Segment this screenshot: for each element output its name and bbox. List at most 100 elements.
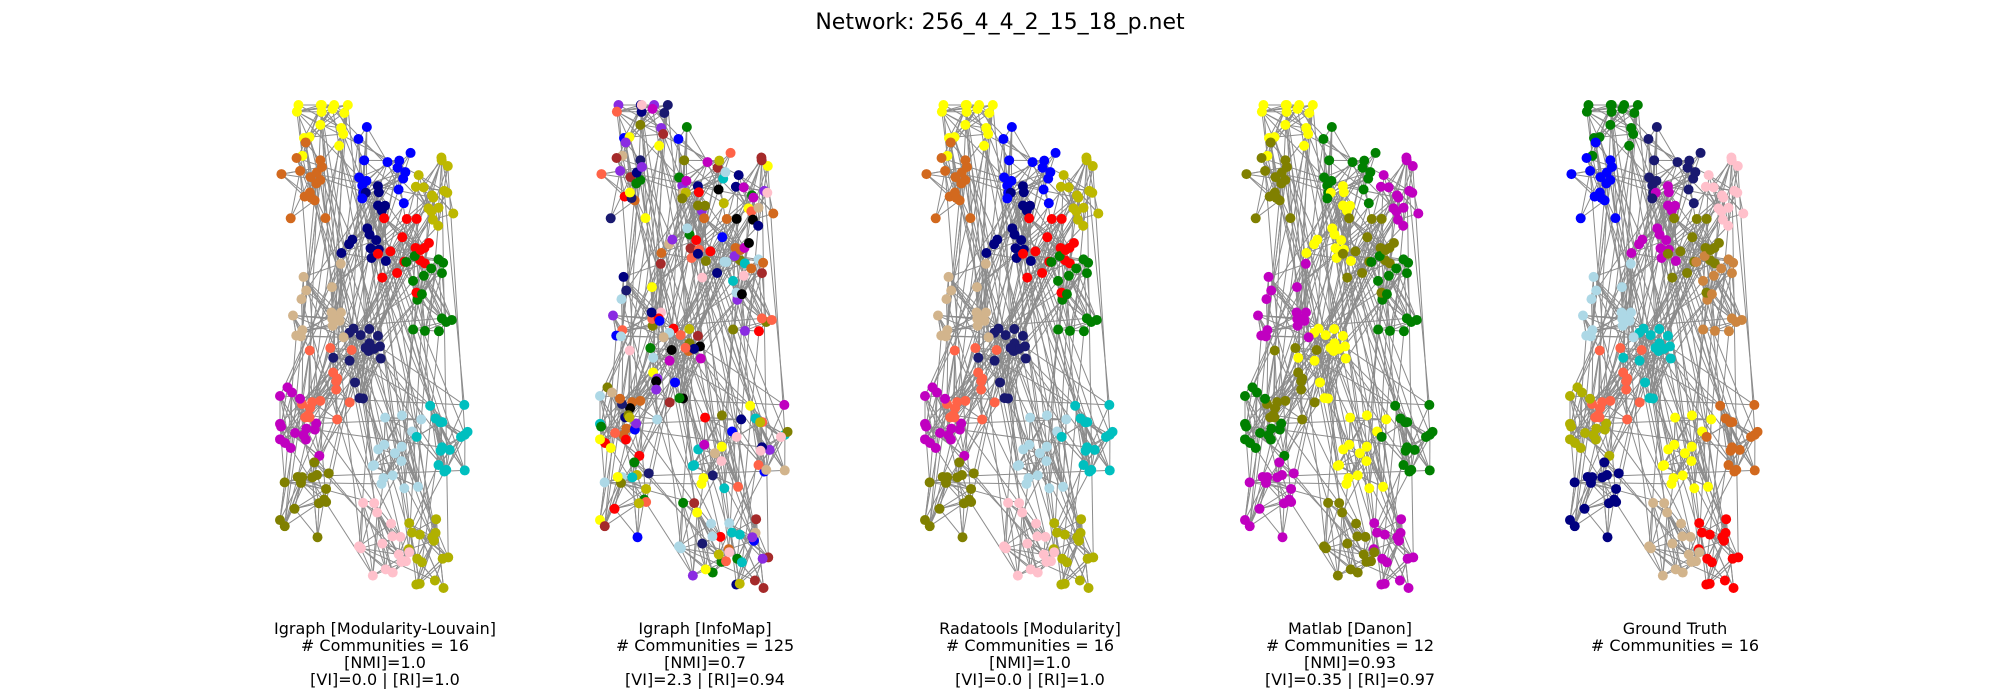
network-edge [284, 335, 297, 483]
network-node [1104, 465, 1115, 476]
network-edge [1650, 547, 1677, 570]
network-panel-4 [1565, 100, 1763, 593]
network-edge [1590, 298, 1654, 504]
network-node [431, 514, 442, 525]
network-node [353, 134, 364, 145]
network-node [401, 556, 412, 567]
network-edge [1601, 401, 1628, 420]
network-node [1007, 223, 1018, 234]
network-node [1668, 473, 1679, 484]
network-node [1603, 498, 1614, 509]
network-edge [629, 192, 757, 534]
network-node [921, 169, 932, 180]
network-node [976, 384, 987, 395]
network-edge [1607, 503, 1610, 538]
network-node [1634, 397, 1645, 408]
method-label: Igraph [InfoMap] [638, 619, 772, 638]
network-edge [447, 166, 466, 435]
network-node [1379, 529, 1390, 540]
network-edge [929, 476, 944, 527]
network-node [387, 531, 398, 542]
network-node [400, 167, 411, 178]
network-edge [1270, 290, 1297, 313]
network-node [1281, 161, 1292, 172]
network-node [748, 192, 759, 203]
network-edge [1711, 294, 1716, 331]
network-node [1320, 330, 1331, 341]
network-node [728, 324, 739, 335]
network-edge [637, 503, 640, 538]
network-node [1280, 395, 1291, 406]
network-node [1070, 400, 1081, 411]
network-node [1034, 448, 1045, 459]
network-node [609, 503, 620, 514]
caption-louvain: Igraph [Modularity-Louvain] # Communitie… [220, 620, 550, 688]
network-edge [962, 503, 965, 538]
network-node [316, 100, 327, 110]
network-node [362, 223, 373, 234]
network-node [338, 128, 349, 139]
network-node [405, 147, 416, 158]
network-node [1058, 481, 1069, 492]
network-node [761, 464, 772, 475]
network-edge [412, 259, 439, 282]
network-node [1708, 182, 1719, 193]
network-node [1361, 441, 1372, 452]
network-node [1337, 330, 1348, 341]
network-node [1344, 213, 1355, 224]
network-node [365, 243, 376, 254]
network-node [1704, 529, 1715, 540]
network-node [1381, 557, 1392, 568]
network-edge [1337, 478, 1349, 576]
network-edge [1255, 447, 1339, 576]
network-node [1025, 412, 1036, 423]
network-node [981, 248, 992, 259]
network-node [389, 448, 400, 459]
network-node [689, 498, 700, 509]
network-node [1039, 155, 1050, 166]
network-edge [1342, 247, 1381, 255]
network-edge [614, 488, 647, 510]
network-node [1398, 326, 1409, 337]
network-edge [1069, 272, 1088, 332]
network-node [1369, 518, 1380, 529]
network-node [1303, 128, 1314, 139]
network-edge [1691, 446, 1709, 487]
network-node [395, 531, 406, 542]
network-node [1601, 418, 1612, 429]
network-node [441, 464, 452, 475]
network-node [1254, 503, 1265, 514]
network-node [1611, 483, 1622, 494]
network-node [1309, 355, 1320, 366]
network-edge [1003, 218, 1030, 547]
network-node [1606, 100, 1617, 110]
network-node [411, 431, 422, 442]
network-edge [368, 350, 447, 471]
network-edge [653, 357, 701, 360]
network-node [1398, 460, 1409, 471]
network-node [444, 444, 455, 455]
network-node [1014, 498, 1025, 509]
network-node [924, 521, 935, 532]
network-edge [304, 192, 448, 418]
network-node [1253, 310, 1264, 321]
network-node [1366, 256, 1377, 267]
network-edge [1610, 104, 1632, 313]
network-edge [960, 299, 1063, 424]
network-node [385, 246, 396, 257]
network-node [1291, 307, 1302, 318]
network-edge [1316, 177, 1325, 351]
network-node [1020, 353, 1031, 364]
network-node [1260, 393, 1271, 404]
network-node [1357, 267, 1368, 278]
network-node [404, 518, 415, 529]
network-node [721, 256, 732, 267]
network-node [446, 314, 457, 325]
network-node [952, 472, 963, 483]
network-edge [635, 299, 738, 424]
network-node [1280, 119, 1291, 130]
network-node [971, 307, 982, 318]
network-node [394, 155, 405, 166]
network-node [693, 200, 704, 211]
